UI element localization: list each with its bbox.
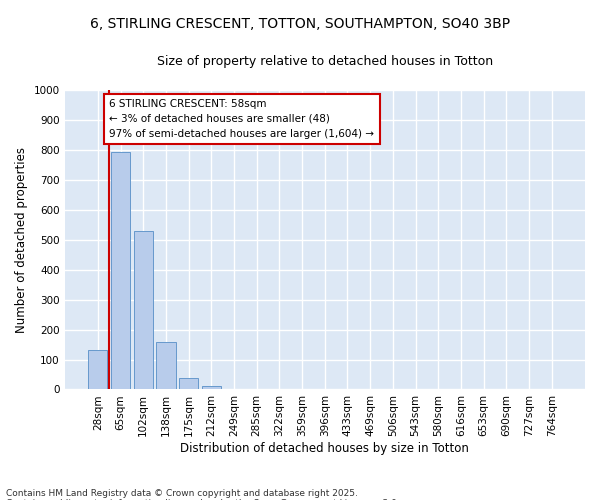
Text: 6, STIRLING CRESCENT, TOTTON, SOUTHAMPTON, SO40 3BP: 6, STIRLING CRESCENT, TOTTON, SOUTHAMPTO…: [90, 18, 510, 32]
Bar: [134, 230, 153, 390]
Text: Contains public sector information licensed under the Open Government Licence v3: Contains public sector information licen…: [6, 498, 400, 500]
Bar: [88, 350, 107, 390]
Title: Size of property relative to detached houses in Totton: Size of property relative to detached ho…: [157, 55, 493, 68]
X-axis label: Distribution of detached houses by size in Totton: Distribution of detached houses by size …: [181, 442, 469, 455]
Bar: [111, 152, 130, 390]
Bar: [202, 386, 221, 390]
Bar: [156, 342, 176, 390]
Bar: [179, 378, 198, 390]
Text: 6 STIRLING CRESCENT: 58sqm
← 3% of detached houses are smaller (48)
97% of semi-: 6 STIRLING CRESCENT: 58sqm ← 3% of detac…: [109, 99, 374, 138]
Text: Contains HM Land Registry data © Crown copyright and database right 2025.: Contains HM Land Registry data © Crown c…: [6, 488, 358, 498]
Y-axis label: Number of detached properties: Number of detached properties: [15, 146, 28, 332]
